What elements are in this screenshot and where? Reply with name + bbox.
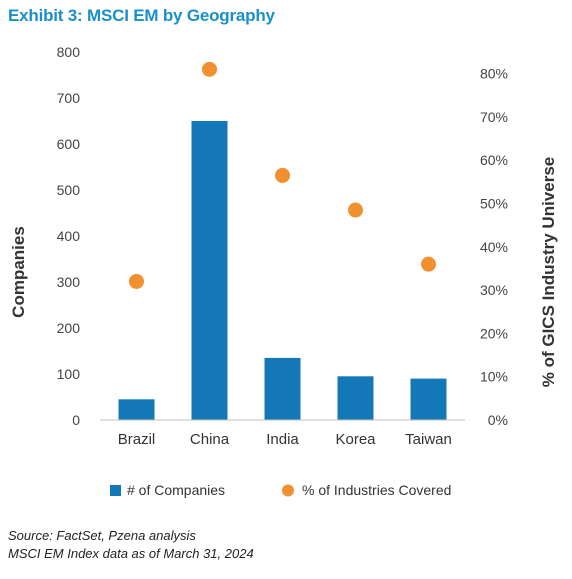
x-tick-label: India xyxy=(266,431,299,448)
y-tick-label: 500 xyxy=(57,182,81,198)
legend-dot-label: % of Industries Covered xyxy=(302,482,451,498)
x-tick-label: Brazil xyxy=(118,431,156,448)
bar-series xyxy=(118,121,447,420)
y2-tick-label: 20% xyxy=(480,325,508,341)
bar-india xyxy=(264,357,301,420)
source-note: Source: FactSet, Pzena analysis xyxy=(8,528,196,543)
y2-tick-label: 70% xyxy=(480,109,508,125)
bar-taiwan xyxy=(410,378,447,420)
y2-tick-label: 60% xyxy=(480,152,508,168)
y2-tick-label: 80% xyxy=(480,66,508,82)
y-tick-label: 100 xyxy=(57,366,81,382)
bar-brazil xyxy=(118,399,155,420)
right-axis-ticks: 0% 10% 20% 30% 40% 50% 60% 70% 80% xyxy=(480,66,508,428)
y2-tick-label: 40% xyxy=(480,239,508,255)
dot-china xyxy=(202,61,217,77)
y-tick-label: 0 xyxy=(72,412,80,428)
legend-bar-swatch xyxy=(110,485,121,496)
dot-series xyxy=(129,61,436,289)
bar-china xyxy=(191,121,228,420)
y-tick-label: 800 xyxy=(57,44,81,60)
y-tick-label: 600 xyxy=(57,136,81,152)
x-tick-label: China xyxy=(190,431,230,448)
dot-india xyxy=(275,167,290,183)
y2-tick-label: 50% xyxy=(480,196,508,212)
y2-tick-label: 0% xyxy=(488,412,508,428)
y2-axis-label: % of GICS Industry Universe xyxy=(539,157,558,388)
y-axis-label: Companies xyxy=(9,226,28,318)
y2-tick-label: 10% xyxy=(480,369,508,385)
y-tick-label: 300 xyxy=(57,274,81,290)
dot-taiwan xyxy=(421,256,436,272)
x-tick-label: Taiwan xyxy=(405,431,452,448)
legend-dot-swatch xyxy=(282,484,294,497)
y2-tick-label: 30% xyxy=(480,282,508,298)
legend-bar-label: # of Companies xyxy=(127,482,225,498)
dot-korea xyxy=(348,202,363,218)
category-labels: Brazil China India Korea Taiwan xyxy=(118,431,452,448)
y-tick-label: 700 xyxy=(57,90,81,106)
date-note: MSCI EM Index data as of March 31, 2024 xyxy=(8,546,254,561)
chart-title: Exhibit 3: MSCI EM by Geography xyxy=(8,6,275,25)
y-tick-label: 400 xyxy=(57,228,81,244)
chart-canvas: 0 100 200 300 400 500 600 700 800 0% 10% 20% 30% 40%… xyxy=(9,44,558,498)
y-tick-label: 200 xyxy=(57,320,81,336)
dot-brazil xyxy=(129,273,144,289)
x-tick-label: Korea xyxy=(335,431,376,448)
left-axis-ticks: 0 100 200 300 400 500 600 700 800 xyxy=(57,44,81,428)
legend: # of Companies % of Industries Covered xyxy=(110,482,451,498)
bar-korea xyxy=(337,376,374,420)
